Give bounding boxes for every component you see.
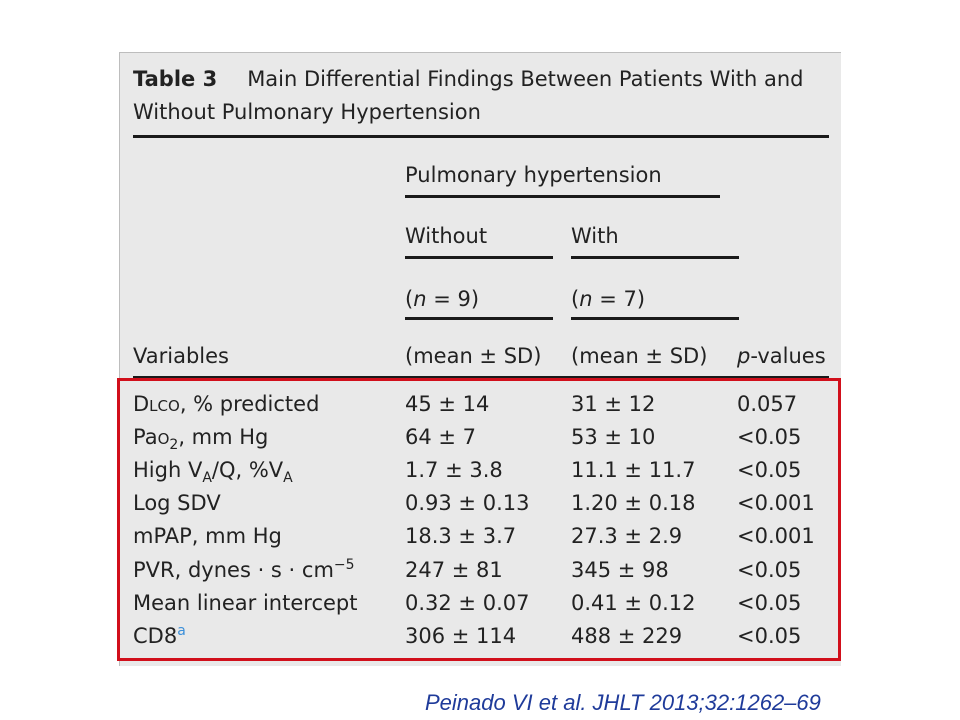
row-with: 31 ± 12 (571, 392, 656, 416)
row-with: 53 ± 10 (571, 425, 656, 449)
row-p: <0.05 (737, 624, 802, 648)
top-rule (133, 135, 829, 138)
row-p: 0.057 (737, 392, 798, 416)
row-with: 1.20 ± 0.18 (571, 491, 696, 515)
row-p: <0.001 (737, 524, 815, 548)
row-variable: mPAP, mm Hg (133, 524, 282, 548)
table-title: Table 3 Main Differential Findings Betwee… (133, 63, 833, 129)
table-panel: Table 3 Main Differential Findings Betwee… (119, 52, 841, 666)
with-rule-2 (571, 317, 739, 320)
row-p: <0.05 (737, 558, 802, 582)
without-rule-2 (405, 317, 553, 320)
group-header: Pulmonary hypertension (405, 163, 662, 187)
n-with: (n = 7) (571, 287, 646, 311)
row-variable: PaO2, mm Hg (133, 425, 269, 454)
row-variable: Log SDV (133, 491, 221, 515)
highlight-box (117, 378, 841, 661)
row-variable: PVR, dynes · s · cm−5 (133, 557, 355, 582)
table-number: Table 3 (133, 67, 218, 91)
row-variable: High VA/Q, %VA (133, 458, 293, 487)
with-rule-1 (571, 256, 739, 259)
header-rule (133, 376, 829, 378)
without-rule-1 (405, 256, 553, 259)
row-variable: Mean linear intercept (133, 591, 358, 615)
col-without-header: Without (405, 224, 488, 248)
col-with-header: With (571, 224, 619, 248)
row-p: <0.05 (737, 591, 802, 615)
row-with: 0.41 ± 0.12 (571, 591, 696, 615)
row-variable: DLCO, % predicted (133, 392, 320, 416)
row-with: 27.3 ± 2.9 (571, 524, 683, 548)
row-without: 306 ± 114 (405, 624, 517, 648)
col-p-header: p-values (737, 344, 826, 368)
row-without: 18.3 ± 3.7 (405, 524, 517, 548)
row-with: 488 ± 229 (571, 624, 683, 648)
row-p: <0.05 (737, 458, 802, 482)
row-variable: CD8a (133, 623, 186, 648)
row-without: 0.93 ± 0.13 (405, 491, 530, 515)
col-stat-without: (mean ± SD) (405, 344, 542, 368)
row-with: 345 ± 98 (571, 558, 669, 582)
n-without: (n = 9) (405, 287, 480, 311)
row-without: 45 ± 14 (405, 392, 490, 416)
row-with: 11.1 ± 11.7 (571, 458, 696, 482)
row-p: <0.05 (737, 425, 802, 449)
citation: Peinado VI et al. JHLT 2013;32:1262–69 (425, 690, 821, 715)
row-without: 247 ± 81 (405, 558, 503, 582)
row-without: 0.32 ± 0.07 (405, 591, 530, 615)
group-rule (405, 195, 720, 198)
table-caption: Main Differential Findings Between Patie… (133, 67, 804, 124)
row-without: 64 ± 7 (405, 425, 477, 449)
col-stat-with: (mean ± SD) (571, 344, 708, 368)
row-without: 1.7 ± 3.8 (405, 458, 503, 482)
row-p: <0.001 (737, 491, 815, 515)
col-variables-header: Variables (133, 344, 229, 368)
